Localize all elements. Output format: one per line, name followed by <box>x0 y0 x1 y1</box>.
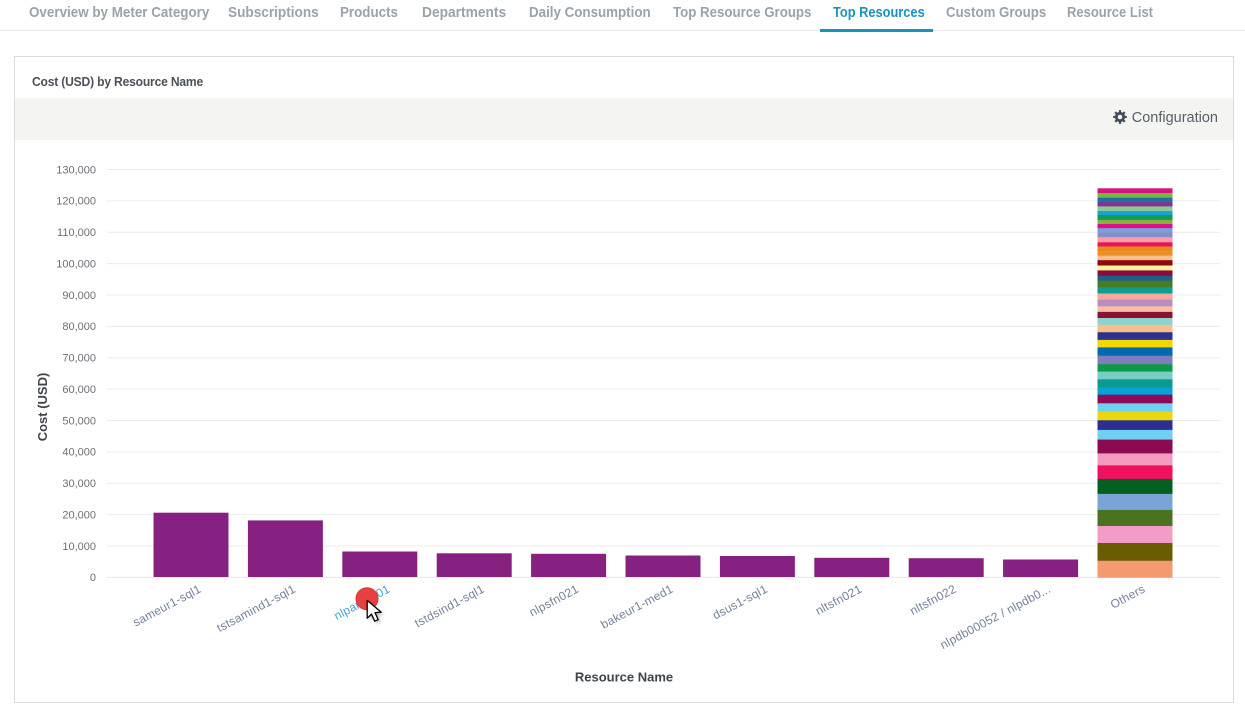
svg-text:130,000: 130,000 <box>56 164 96 176</box>
svg-text:tstdsind1-sql1: tstdsind1-sql1 <box>412 582 487 630</box>
svg-text:10,000: 10,000 <box>62 541 96 553</box>
svg-text:sameur1-sql1: sameur1-sql1 <box>131 582 204 630</box>
svg-text:120,000: 120,000 <box>56 196 96 208</box>
svg-text:bakeur1-med1: bakeur1-med1 <box>598 582 675 632</box>
svg-text:Cost (USD): Cost (USD) <box>35 373 50 442</box>
svg-text:nltsfn021: nltsfn021 <box>813 582 864 618</box>
svg-text:nltsfn022: nltsfn022 <box>907 582 958 618</box>
svg-text:nlpsfn021: nlpsfn021 <box>527 582 581 620</box>
svg-text:20,000: 20,000 <box>62 509 96 521</box>
svg-text:100,000: 100,000 <box>56 258 96 270</box>
svg-text:30,000: 30,000 <box>62 478 96 490</box>
svg-text:110,000: 110,000 <box>57 227 96 239</box>
svg-text:tstsamind1-sql1: tstsamind1-sql1 <box>214 582 298 635</box>
svg-text:Resource Name: Resource Name <box>575 670 673 685</box>
svg-text:70,000: 70,000 <box>62 353 96 365</box>
svg-text:60,000: 60,000 <box>62 384 96 396</box>
svg-text:0: 0 <box>90 572 96 584</box>
svg-text:Others: Others <box>1108 582 1147 612</box>
svg-text:50,000: 50,000 <box>62 415 96 427</box>
svg-text:90,000: 90,000 <box>62 290 96 302</box>
svg-text:dsus1-sql1: dsus1-sql1 <box>710 582 770 623</box>
svg-text:80,000: 80,000 <box>62 321 96 333</box>
svg-text:40,000: 40,000 <box>62 447 96 459</box>
